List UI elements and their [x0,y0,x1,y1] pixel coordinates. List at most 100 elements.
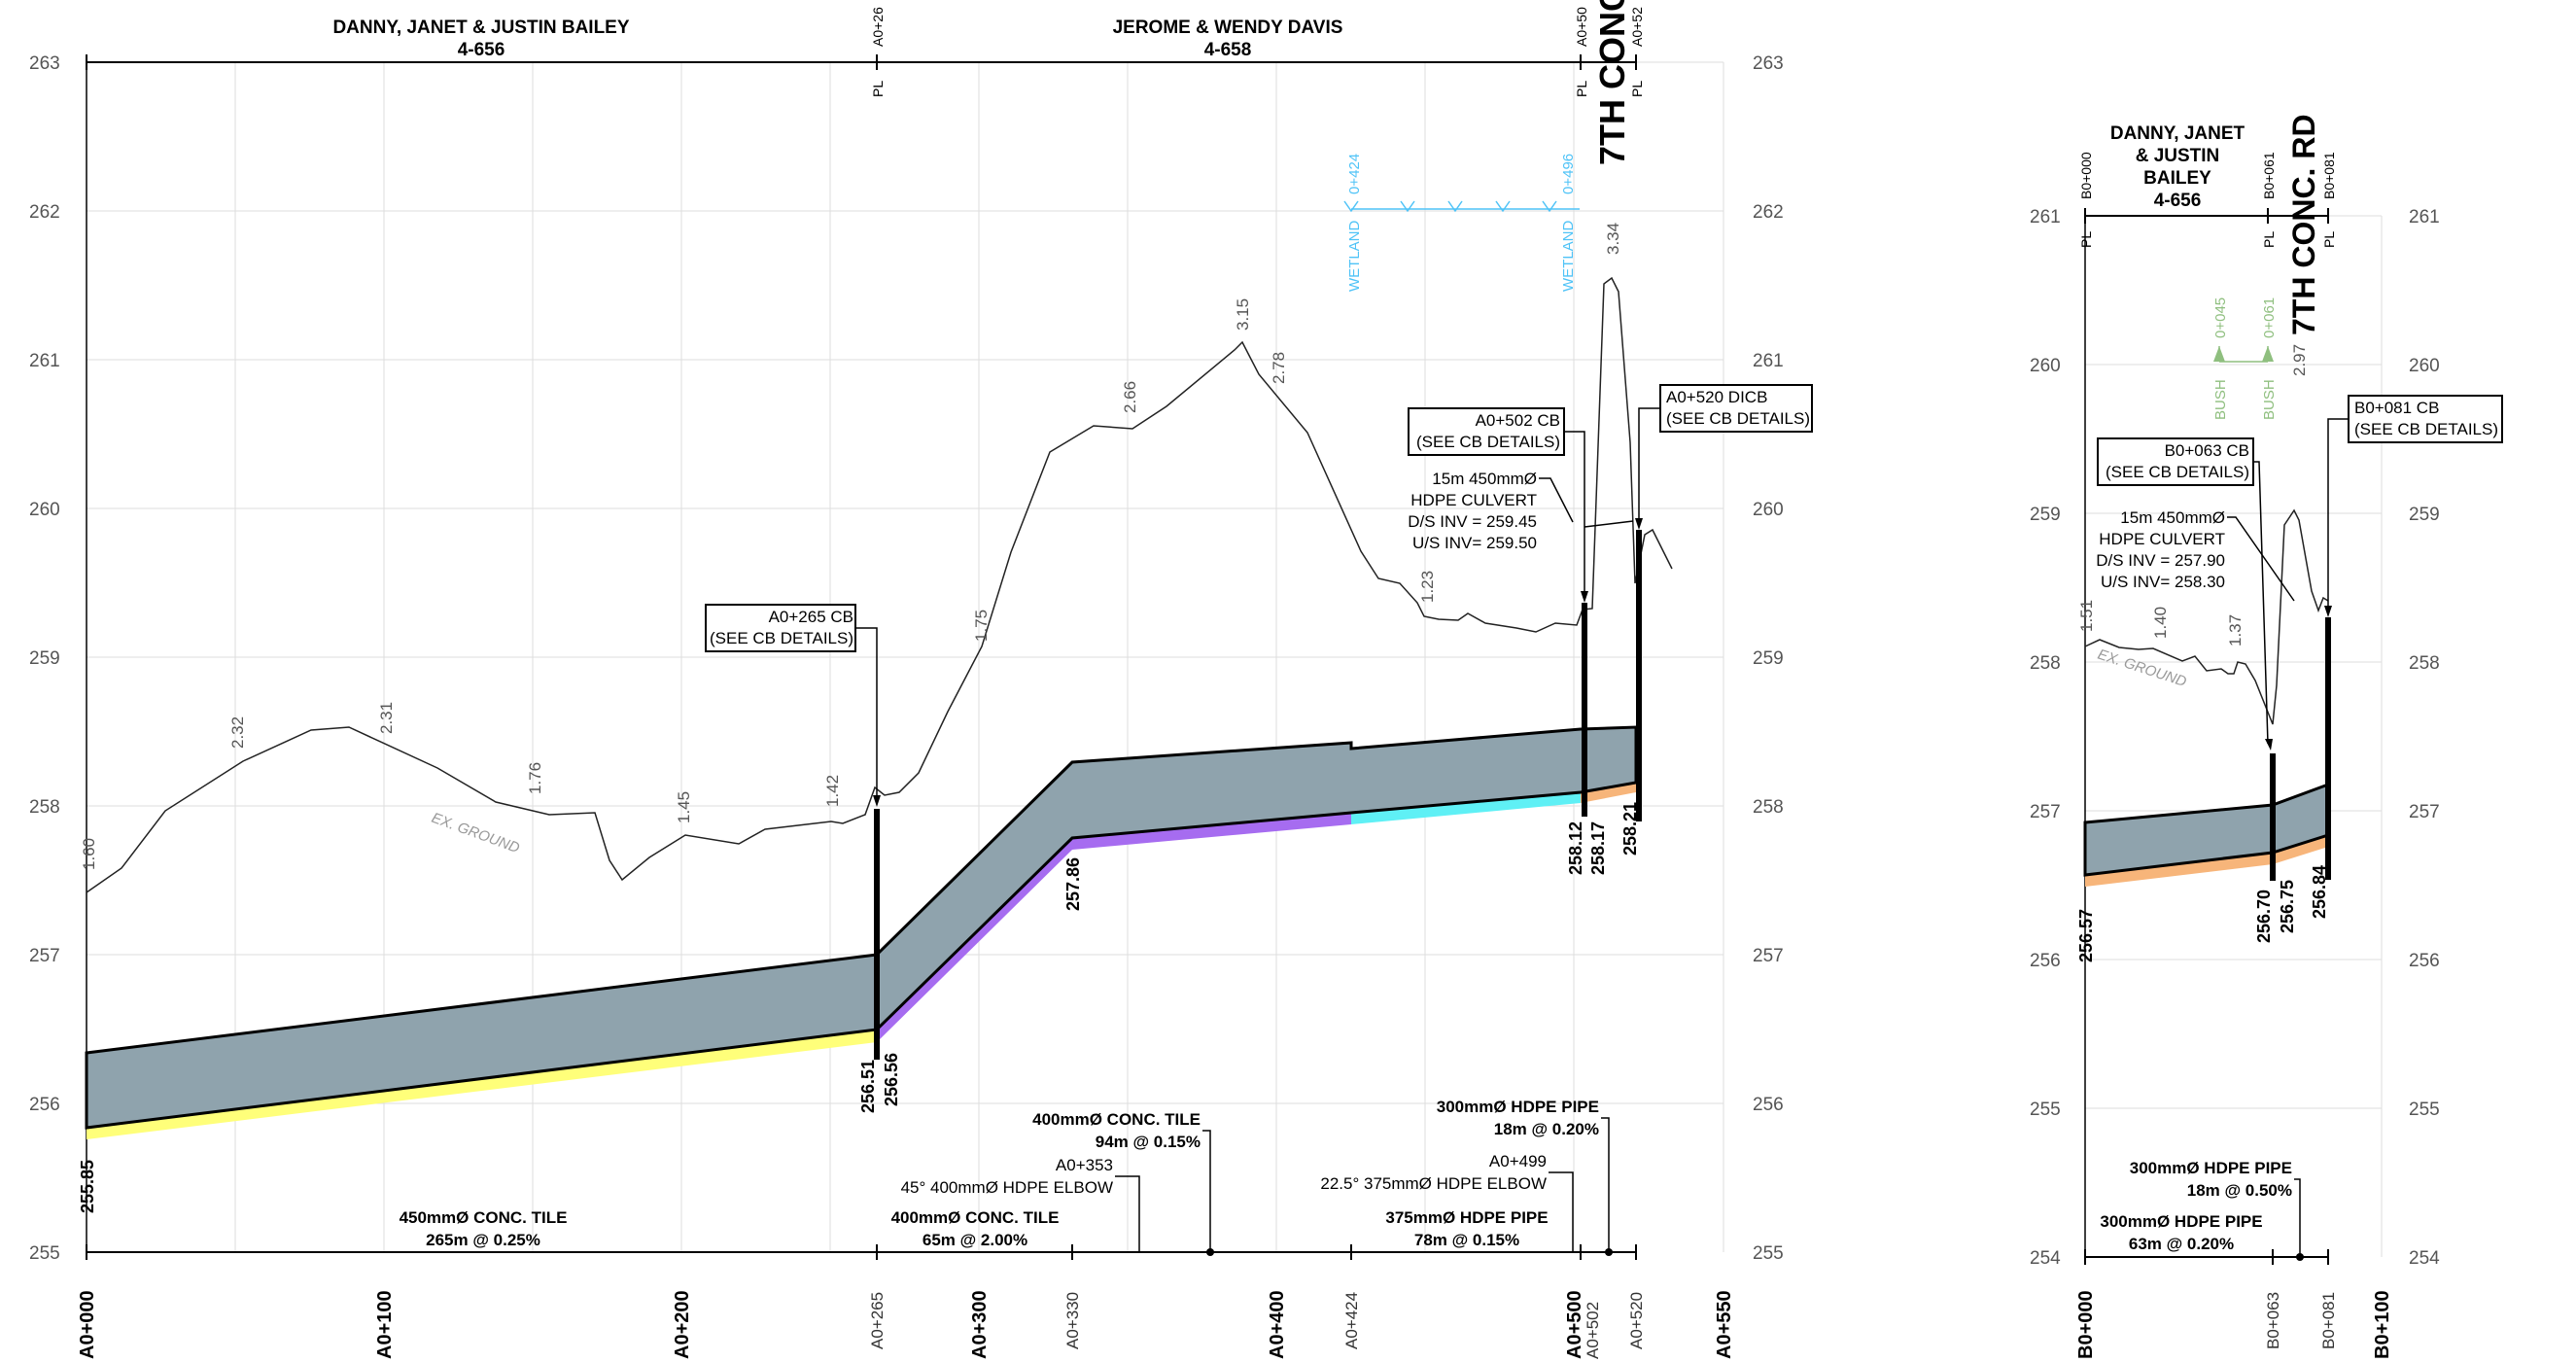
svg-text:HDPE CULVERT: HDPE CULVERT [1410,491,1537,509]
station-sublabels-b: B0+063 B0+081 [2264,1292,2338,1349]
svg-text:B0+000: B0+000 [2078,152,2094,199]
svg-text:45° 400mmØ HDPE ELBOW: 45° 400mmØ HDPE ELBOW [901,1178,1113,1197]
svg-text:& JUSTIN: & JUSTIN [2136,146,2220,166]
elev-label: 258 [29,797,60,818]
svg-text:HDPE CULVERT: HDPE CULVERT [2099,530,2225,548]
depth-label: 1.45 [675,791,693,823]
depth-label: 1.75 [972,610,991,642]
svg-text:A0+520 DICB: A0+520 DICB [1666,388,1767,406]
profile-b: DANNY, JANET & JUSTIN BAILEY 4-656 B0+00… [2030,114,2503,1359]
elev-label: 260 [1753,500,1784,520]
svg-text:63m @ 0.20%: 63m @ 0.20% [2129,1235,2234,1253]
catch-basins-b [2270,617,2331,881]
elev-label: 255 [1753,1243,1784,1264]
svg-text:BAILEY: BAILEY [2143,168,2211,189]
elev-labels-b-right: 261 260 259 258 257 256 255 254 [2409,207,2440,1269]
wetland-markers [1343,200,1580,213]
invert-label: 256.51 [858,1060,878,1113]
depth-label: 2.32 [228,716,247,749]
wetland-label-end: WETLAND [1560,220,1577,292]
callout-cb265: A0+265 CB (SEE CB DETAILS) [705,604,881,807]
svg-text:B0+063 CB: B0+063 CB [2165,441,2249,460]
station-label: A0+500 [1564,1290,1585,1359]
depth-label: 3.15 [1234,298,1252,331]
svg-text:2.97: 2.97 [2290,344,2309,376]
svg-text:(SEE CB DETAILS): (SEE CB DETAILS) [710,629,853,647]
wetland-label-start: WETLAND [1346,220,1363,292]
pl-label-a265: A0+26 [870,7,886,47]
ex-ground-label-b: EX. GROUND [2096,646,2189,691]
svg-text:PL: PL [2261,231,2277,248]
svg-text:256.84: 256.84 [2310,865,2329,919]
svg-text:U/S INV= 259.50: U/S INV= 259.50 [1412,534,1537,552]
svg-text:A0+499: A0+499 [1489,1152,1547,1170]
svg-text:B0+061: B0+061 [2261,152,2277,199]
svg-text:(SEE CB DETAILS): (SEE CB DETAILS) [1666,409,1810,428]
station-label: A0+424 [1342,1292,1361,1349]
depth-label: 1.23 [1418,571,1437,603]
svg-text:B0+000: B0+000 [2075,1290,2097,1359]
pl-mark: PL [870,81,886,97]
elev-labels-a-left: 263 262 261 260 259 258 257 256 255 [29,53,60,1264]
elev-label: 256 [1753,1095,1784,1115]
depth-label: 2.31 [377,702,396,734]
svg-text:B0+081: B0+081 [2321,152,2337,199]
svg-text:PL: PL [2078,231,2094,248]
svg-text:A0+265 CB: A0+265 CB [769,608,853,626]
pl-mark: PL [1574,81,1589,97]
svg-text:300mmØ HDPE PIPE: 300mmØ HDPE PIPE [1437,1098,1599,1116]
svg-text:4-656: 4-656 [2154,191,2202,211]
elev-label: 261 [1753,351,1784,371]
invert-labels-b: 256.57 256.70 256.75 256.84 [2076,865,2329,962]
bush-labels: 0+045 BUSH 0+061 BUSH [2212,297,2278,420]
depth-label: 1.60 [80,838,98,870]
depth-label: 1.42 [823,775,842,807]
grid-b [2085,215,2383,1257]
elev-label: 259 [1753,648,1784,669]
depth-label: 2.78 [1270,352,1288,384]
elbow-labels-a: A0+353 45° 400mmØ HDPE ELBOW A0+499 22.5… [901,1152,1547,1197]
pl-mark: PL [1629,81,1645,97]
owner-left-name: DANNY, JANET & JUSTIN BAILEY [332,17,629,38]
svg-text:1.51: 1.51 [2077,600,2096,632]
owners-b: DANNY, JANET & JUSTIN BAILEY 4-656 [2110,123,2245,211]
station-label: A0+265 [868,1292,887,1349]
station-label: A0+400 [1267,1290,1288,1359]
svg-text:78m @ 0.15%: 78m @ 0.15% [1414,1231,1519,1249]
svg-text:B0+081: B0+081 [2319,1292,2338,1349]
pipe-labels-a: 450mmØ CONC. TILE 265m @ 0.25% 400mmØ CO… [400,1098,1599,1249]
invert-label: 258.12 [1566,821,1585,875]
wetland-labels: 0+424 WETLAND 0+496 WETLAND [1346,154,1577,292]
svg-text:256: 256 [2030,951,2061,971]
svg-text:261: 261 [2030,207,2061,227]
callout-culvert-b: 15m 450mmØ HDPE CULVERT D/S INV = 257.90… [2096,508,2295,602]
svg-text:257: 257 [2030,802,2061,822]
svg-text:B0+081 CB: B0+081 CB [2354,399,2439,417]
owner-mid-name: JEROME & WENDY DAVIS [1113,17,1343,38]
svg-text:D/S INV = 259.45: D/S INV = 259.45 [1408,512,1537,531]
svg-text:1.37: 1.37 [2226,614,2245,646]
svg-text:18m @ 0.20%: 18m @ 0.20% [1494,1120,1599,1138]
svg-text:255: 255 [2030,1100,2061,1120]
svg-text:15m 450mmØ: 15m 450mmØ [2120,508,2225,527]
station-label: A0+000 [77,1290,98,1359]
wetland-station-start: 0+424 [1346,154,1363,194]
svg-text:260: 260 [2030,356,2061,376]
wetland-station-end: 0+496 [1560,154,1577,194]
svg-text:BUSH: BUSH [2212,379,2229,420]
svg-text:300mmØ HDPE PIPE: 300mmØ HDPE PIPE [2130,1159,2292,1177]
svg-text:256.75: 256.75 [2278,880,2297,933]
elev-label: 255 [29,1243,60,1264]
svg-text:A0+502 CB: A0+502 CB [1476,411,1560,430]
svg-text:BUSH: BUSH [2261,379,2278,420]
elev-labels-a-right: 263 262 261 260 259 258 257 256 255 [1753,53,1784,1264]
elev-label: 261 [29,351,60,371]
elev-label: 257 [29,946,60,966]
pl-labels-b: B0+000 PL B0+061 PL B0+081 PL [2078,152,2337,248]
invert-label: 257.86 [1063,857,1083,911]
depth-label: 1.76 [526,762,544,794]
invert-label: 256.56 [882,1053,901,1106]
svg-text:257: 257 [2409,802,2440,822]
svg-text:265m @ 0.25%: 265m @ 0.25% [426,1231,540,1249]
